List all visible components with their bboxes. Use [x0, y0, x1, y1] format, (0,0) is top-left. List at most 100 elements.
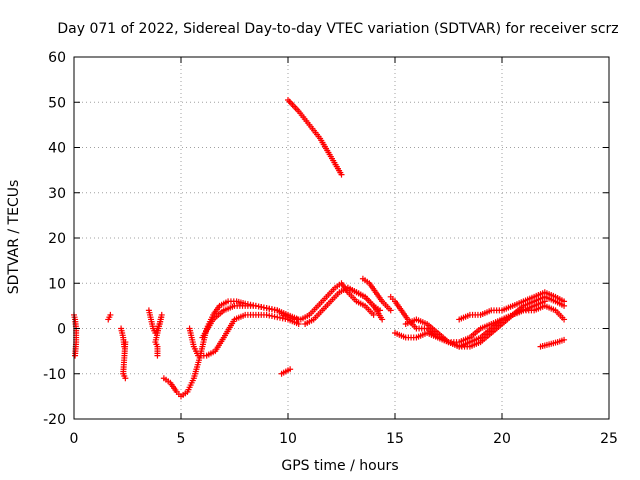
data-point-interp [72, 350, 79, 357]
data-point-interp [121, 373, 128, 380]
data-point-interp [260, 311, 267, 318]
x-tick-label: 15 [386, 431, 404, 447]
data-point-interp [550, 292, 557, 299]
x-axis-ticks: 0 5 10 15 20 25 [70, 57, 618, 447]
y-tick-label: 50 [48, 95, 66, 111]
data-point-interp [321, 295, 328, 302]
data-point-interp [119, 332, 126, 339]
data-point-interp [403, 314, 410, 321]
data-point-interp [518, 299, 525, 306]
y-tick-label: 30 [48, 186, 66, 202]
data-point-interp [397, 305, 404, 312]
data-point-interp [371, 287, 378, 294]
data-point-interp [496, 307, 503, 314]
data-point-interp [400, 333, 407, 340]
data-point-interp [229, 303, 236, 310]
data-point-interp [359, 292, 366, 299]
series-arc-i [285, 96, 345, 178]
data-point-interp [120, 368, 127, 375]
data-point-interp [190, 341, 197, 348]
series-arc-k [344, 284, 384, 314]
data-point-interp [543, 341, 550, 348]
data-point-interp [432, 333, 439, 340]
data-point-interp [539, 299, 546, 306]
data-point-interp [486, 308, 493, 315]
data-point-interp [351, 288, 358, 295]
data-point-interp [475, 327, 482, 334]
data-point-interp [326, 300, 333, 307]
data-point-interp [411, 323, 418, 330]
data-point-interp [558, 297, 565, 304]
data-point-interp [368, 301, 375, 308]
data-point-interp [219, 308, 226, 315]
y-tick-label: -10 [43, 367, 66, 383]
data-point-interp [475, 335, 482, 342]
data-point-interp [308, 317, 315, 324]
data-point-interp [528, 294, 535, 301]
series-arc-o [402, 298, 548, 350]
data-point-interp [474, 311, 481, 318]
data-point-interp [147, 314, 154, 321]
series-arc-h [278, 366, 294, 377]
data-point-interp [165, 378, 172, 385]
data-point-interp [285, 367, 291, 374]
data-point-interp [219, 336, 226, 343]
data-point-interp [194, 350, 201, 357]
data-point-interp [421, 320, 428, 327]
data-point-interp [410, 334, 417, 341]
x-tick-label: 25 [600, 431, 618, 447]
y-tick-label: 60 [48, 50, 66, 66]
y-axis-ticks: -20 -10 0 10 20 30 40 50 60 [43, 50, 609, 428]
data-point-interp [334, 291, 341, 298]
x-tick-label: 10 [279, 431, 297, 447]
data-point-interp [550, 306, 557, 313]
data-point-interp [106, 314, 113, 321]
data-point-interp [368, 310, 375, 317]
x-axis-label: GPS time / hours [281, 458, 398, 474]
data-point-interp [293, 315, 300, 322]
series-arc-q [537, 336, 568, 350]
data-point-interp [389, 296, 396, 303]
y-tick-label: 0 [57, 322, 66, 338]
data-point-interp [386, 305, 393, 312]
data-point-interp [364, 278, 371, 285]
data-point-interp [374, 305, 381, 312]
data-point-interp [208, 318, 215, 325]
y-tick-label: 10 [48, 276, 66, 292]
series-arc-d [145, 307, 165, 359]
data-point-interp [559, 314, 566, 321]
y-tick-label: -20 [43, 412, 66, 428]
data-point-interp [175, 391, 182, 398]
y-axis-label: SDTVAR / TECUs [6, 180, 22, 295]
chart-title: Day 071 of 2022, Sidereal Day-to-day VTE… [57, 21, 618, 37]
data-point-interp [271, 306, 278, 313]
data-point-interp [210, 349, 217, 356]
series-arc-c [118, 325, 129, 382]
series-arc-g [199, 302, 302, 341]
data-point-interp [280, 369, 287, 376]
data-point-interp [351, 296, 358, 303]
data-point-interp [313, 304, 320, 311]
data-point-interp [507, 303, 514, 310]
data-point-interp [518, 308, 525, 315]
data-point-interp [172, 387, 179, 394]
data-point-interp [528, 303, 535, 310]
y-tick-label: 40 [48, 141, 66, 157]
data-point-interp [189, 377, 196, 384]
data-point-interp [315, 133, 322, 140]
data-point-interp [464, 339, 471, 346]
data-point-interp [239, 302, 246, 309]
x-tick-label: 5 [177, 431, 186, 447]
data-point-interp [71, 314, 78, 321]
series-arc-f [186, 311, 302, 359]
series-arc-l [359, 275, 394, 314]
data-point-interp [282, 311, 289, 318]
data-point-interp [507, 312, 514, 319]
data-point-interp [240, 312, 247, 319]
data-point-interp [271, 313, 278, 320]
data-point-interp [153, 341, 160, 348]
data-point-interp [421, 325, 428, 332]
x-tick-label: 0 [70, 431, 79, 447]
data-point-interp [552, 339, 559, 346]
